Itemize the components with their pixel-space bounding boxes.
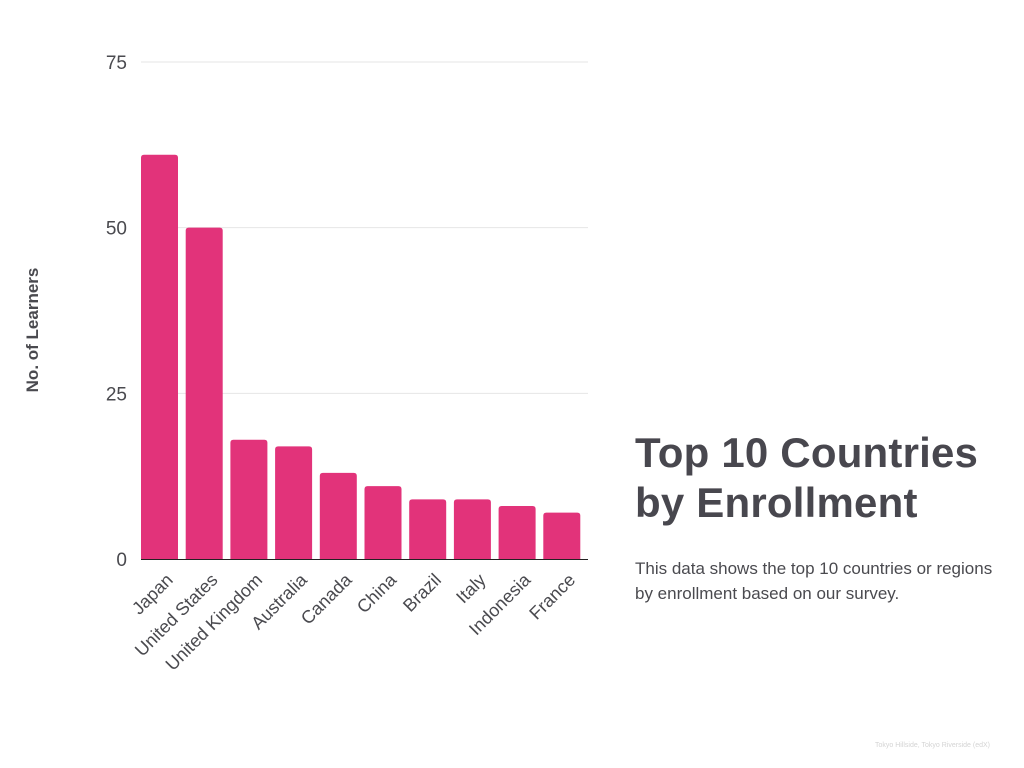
bar-japan <box>141 154 178 560</box>
y-tick-label: 0 <box>116 550 127 571</box>
x-tick-label: China <box>353 569 401 617</box>
x-tick-label: Canada <box>297 569 356 628</box>
y-axis-label: No. of Learners <box>23 268 42 393</box>
bar-italy <box>453 499 491 559</box>
chart-subtitle: This data shows the top 10 countries or … <box>635 559 993 603</box>
y-tick-labels: 0 25 50 75 <box>106 53 127 571</box>
chart-title: Top 10 Countries by Enrollment <box>635 429 979 526</box>
bar-china <box>364 486 402 559</box>
source-credit: Tokyo Hillside, Tokyo Riverside (edX) <box>874 742 990 749</box>
y-tick-label: 25 <box>106 384 127 405</box>
bar-brazil <box>409 499 447 559</box>
y-tick-label: 75 <box>106 53 127 74</box>
bar-united-kingdom <box>230 439 268 559</box>
x-tick-label: Brazil <box>399 570 445 616</box>
bar-indonesia <box>498 505 536 559</box>
bar-australia <box>275 446 313 559</box>
bar-united-states <box>185 227 223 559</box>
x-tick-label: France <box>525 570 579 624</box>
bars <box>141 154 581 560</box>
bar-france <box>543 512 581 559</box>
y-tick-label: 50 <box>106 219 127 240</box>
bar-canada <box>319 472 357 559</box>
x-tick-label: Italy <box>452 570 489 607</box>
